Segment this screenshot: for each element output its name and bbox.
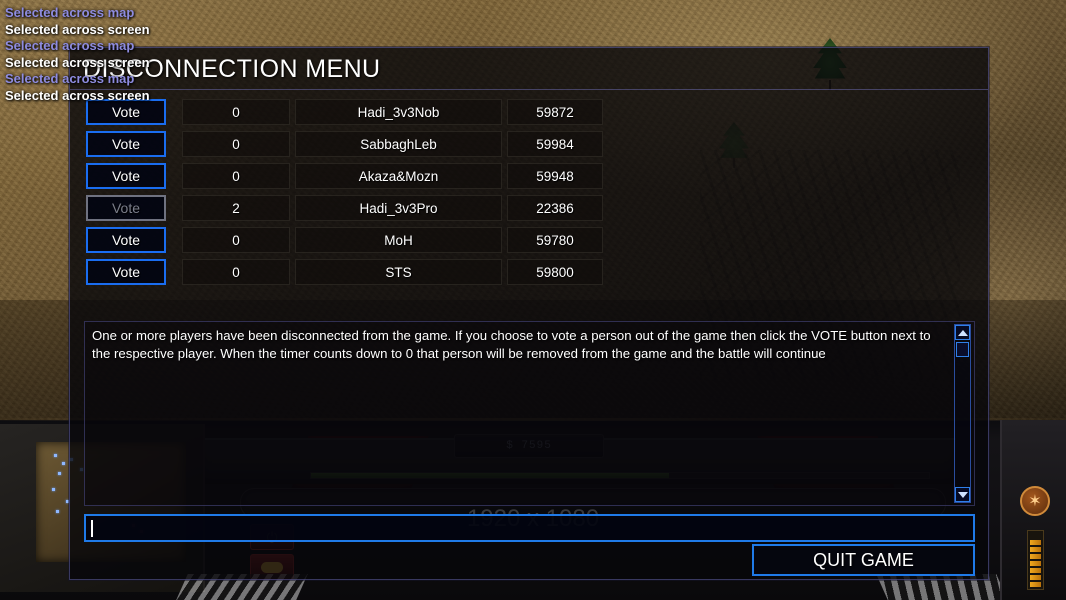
table-row: Vote 0 STS 59800 [86,256,974,288]
table-row: Vote 0 MoH 59780 [86,224,974,256]
table-row: Vote 2 Hadi_3v3Pro 22386 [86,192,974,224]
table-row: Vote 0 Akaza&Mozn 59948 [86,160,974,192]
player-name-cell: STS [295,259,502,285]
description-scrollbar[interactable] [954,324,971,503]
description-text: One or more players have been disconnect… [92,328,931,361]
vote-count-cell: 0 [182,227,290,253]
vote-button[interactable]: Vote [86,131,166,157]
player-ping-cell: 59800 [507,259,603,285]
player-ping-cell: 59872 [507,99,603,125]
power-meter-segment [1030,568,1041,573]
player-ping-cell: 59780 [507,227,603,253]
selection-log-line: Selected across screen [5,54,150,70]
player-name-cell: Akaza&Mozn [295,163,502,189]
general-star-icon[interactable]: ✶ [1020,486,1050,516]
caret-up-icon[interactable] [955,325,970,340]
player-name-cell: MoH [295,227,502,253]
player-ping-cell: 59984 [507,131,603,157]
player-ping-cell: 59948 [507,163,603,189]
selection-log-line: Selected across map [5,38,135,54]
minimap-blip [56,510,59,513]
vote-count-cell: 2 [182,195,290,221]
power-meter-segment [1030,575,1041,580]
table-row: Vote 0 Hadi_3v3Nob 59872 [86,96,974,128]
selection-log-line: Selected across map [5,5,135,20]
dialog-title-divider [70,89,988,90]
vote-button[interactable]: Vote [86,99,166,125]
power-meter-segment [1030,561,1041,566]
player-vote-table: Vote 0 Hadi_3v3Nob 59872 Vote 0 SabbaghLeb 5998… [86,96,974,288]
minimap-blip [62,462,65,465]
minimap-blip [66,500,69,503]
vote-count-cell: 0 [182,163,290,189]
selection-log-line: Selected across map [5,71,135,87]
power-meter-segment [1030,582,1041,587]
vote-count-cell: 0 [182,131,290,157]
caret-down-icon[interactable] [955,487,970,502]
power-meter-segment [1030,554,1041,559]
player-name-cell: Hadi_3v3Pro [295,195,502,221]
dialog-title: DISCONNECTION MENU [83,55,381,83]
power-meter [1027,530,1044,590]
selection-log-line: Selected across screen [5,87,150,103]
quit-game-button[interactable]: QUIT GAME [752,544,975,576]
vote-button[interactable]: Vote [86,227,166,253]
player-ping-cell: 22386 [507,195,603,221]
selection-log-overlay: Selected across map Selected across scree… [5,5,150,105]
player-name-cell: Hadi_3v3Nob [295,99,502,125]
sidebar-panel: ✶ [1000,420,1066,600]
description-panel: One or more players have been disconnect… [84,321,975,506]
text-caret [91,519,93,537]
power-meter-segment [1030,547,1041,552]
vote-button: Vote [86,195,166,221]
minimap-blip [58,472,61,475]
minimap-blip [52,488,55,491]
vote-button[interactable]: Vote [86,259,166,285]
vote-count-cell: 0 [182,259,290,285]
chat-input[interactable] [84,514,975,542]
table-row: Vote 0 SabbaghLeb 59984 [86,128,974,160]
vote-count-cell: 0 [182,99,290,125]
vote-button[interactable]: Vote [86,163,166,189]
minimap-blip [54,454,57,457]
selection-log-line: Selected across screen [5,21,150,37]
power-meter-segment [1030,540,1041,545]
disconnection-dialog: DISCONNECTION MENU Vote 0 Hadi_3v3Nob 59872… [69,47,989,580]
player-name-cell: SabbaghLeb [295,131,502,157]
scrollbar-thumb[interactable] [956,342,969,357]
